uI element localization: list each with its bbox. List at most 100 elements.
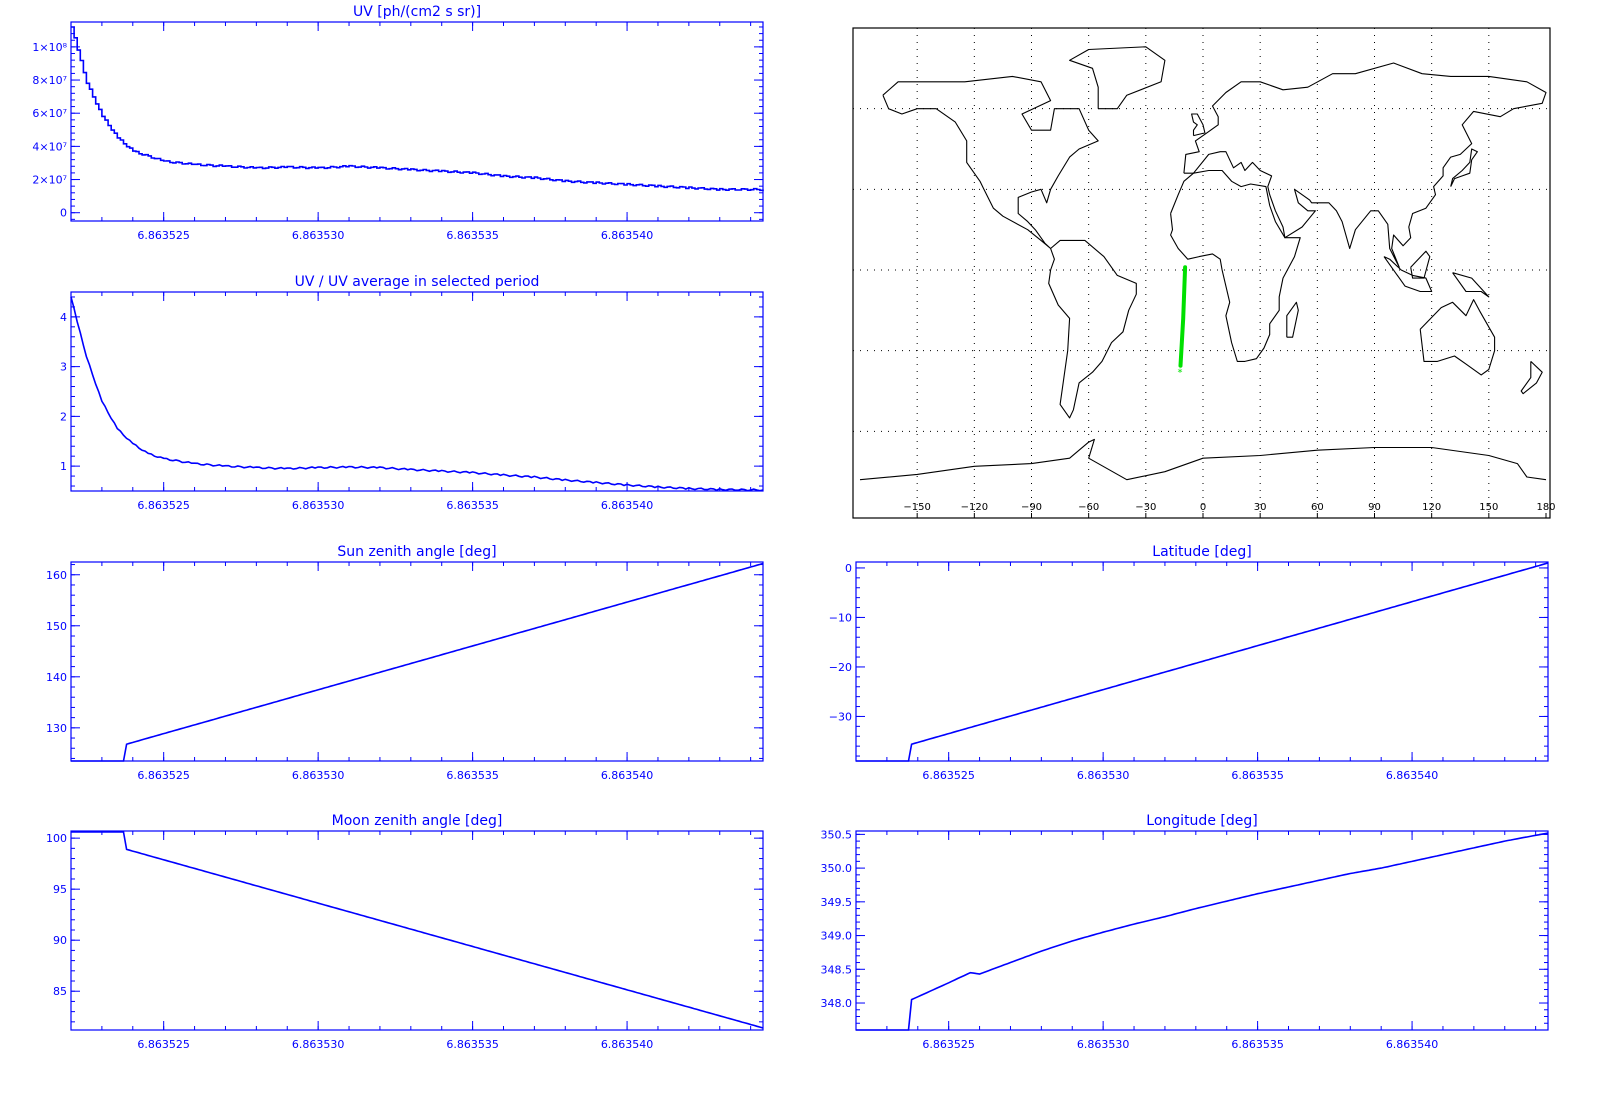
x-tick-label: 6.863540 [601,769,654,782]
map-x-tick-label: −60 [1078,502,1099,513]
series-line-uv [71,26,764,192]
coastline-indonesia [1383,256,1433,293]
map-x-tick-label: 90 [1368,502,1381,513]
y-tick-label: 1 [60,460,67,473]
coastline-antarctica [859,438,1547,481]
x-tick-label: 6.863525 [137,769,190,782]
coastline-eurasia [1183,62,1547,268]
y-tick-label: 0 [60,207,67,220]
chart-mza: Moon zenith angle [deg] 6.863525 6.863530 6… [46,813,764,1051]
coastline-greenland [1069,46,1166,110]
x-tick-label: 6.863525 [137,499,190,512]
y-tick-label: 95 [53,883,67,896]
y-tick-label: 6×10⁷ [32,107,67,120]
x-tick-label: 6.863530 [292,769,345,782]
chart-title: UV [ph/(cm2 s sr)] [353,4,481,20]
x-tick-label: 6.863525 [137,1038,190,1051]
y-tick-label: 350.5 [821,828,853,841]
series-line-sza [71,562,764,762]
map-x-tick-label: 60 [1311,502,1324,513]
coastline-new-guinea [1452,272,1490,298]
chart-frame [70,21,764,222]
chart-title: Latitude [deg] [1152,544,1251,560]
coastline-british-isles [1191,113,1206,137]
x-tick-label: 6.863535 [446,769,499,782]
chart-lon: Longitude [deg] 6.863525 6.863530 6.863535 6… [821,813,1549,1051]
chart-title: Moon zenith angle [deg] [332,813,503,829]
chart-title: Longitude [deg] [1146,813,1257,829]
series-line-mza [71,831,764,1029]
y-tick-label: 140 [46,671,67,684]
y-tick-label: 349.5 [821,896,853,909]
y-tick-label: 8×10⁷ [32,74,67,87]
y-tick-label: −30 [829,710,852,723]
x-tick-label: 6.863535 [446,229,499,242]
y-tick-label: 90 [53,934,67,947]
x-tick-label: 6.863535 [446,1038,499,1051]
y-tick-label: 0 [845,562,852,575]
chart-lat: Latitude [deg] 6.863525 6.863530 6.863535 6.… [829,544,1549,782]
y-tick-label: 4×10⁷ [32,140,67,153]
map-x-tick-label: 30 [1254,502,1267,513]
satellite-ground-track [1178,265,1188,368]
y-tick-label: −10 [829,611,852,624]
x-tick-label: 6.863540 [601,1038,654,1051]
map-x-tick-label: 150 [1479,502,1498,513]
series-line-lon [856,832,1549,1031]
chart-frame [70,561,764,762]
coastline-africa [1170,169,1301,362]
x-tick-label: 6.863540 [1386,1038,1439,1051]
chart-frame [70,291,764,492]
track-end-marker: * [1178,368,1183,379]
chart-frame [855,830,1549,1031]
y-tick-label: 348.5 [821,963,853,976]
x-tick-label: 6.863530 [292,229,345,242]
map-frame [852,27,1551,519]
x-tick-label: 6.863530 [292,1038,345,1051]
x-tick-label: 6.863540 [601,499,654,512]
x-tick-label: 6.863530 [1077,1038,1130,1051]
y-tick-label: 3 [60,361,67,374]
coastline-australia [1419,299,1496,376]
x-tick-label: 6.863530 [292,499,345,512]
y-tick-label: 348.0 [821,997,853,1010]
x-tick-label: 6.863525 [137,229,190,242]
y-tick-label: 349.0 [821,930,853,943]
chart-sza: Sun zenith angle [deg] 6.863525 6.863530 6.… [46,544,764,782]
series-line-ratio [70,296,764,492]
x-tick-label: 6.863525 [922,1038,975,1051]
x-tick-label: 6.863530 [1077,769,1130,782]
y-tick-label: 150 [46,620,67,633]
map-x-tick-label: −120 [961,502,988,513]
map-x-tick-label: 180 [1536,502,1555,513]
x-tick-label: 6.863535 [1231,769,1284,782]
map-x-tick-label: −150 [903,502,930,513]
coastline-borneo [1410,250,1431,279]
y-tick-label: 2×10⁷ [32,174,67,187]
coastline-new-zealand [1520,361,1543,395]
x-tick-label: 6.863535 [1231,1038,1284,1051]
y-tick-label: 130 [46,722,67,735]
coastline-south-america [1048,239,1137,419]
y-tick-label: 2 [60,410,67,423]
world-map: * −150 −120 −90 −60 −30 0 30 60 90 120 150 180 [852,27,1556,519]
chart-frame [70,830,764,1031]
x-tick-label: 6.863540 [601,229,654,242]
y-tick-label: 1×10⁸ [32,41,67,54]
coastline-north-america [882,75,1099,250]
chart-frame [855,561,1549,762]
x-tick-label: 6.863535 [446,499,499,512]
coastline-japan [1450,148,1478,187]
y-tick-label: 350.0 [821,862,853,875]
chart-title: UV / UV average in selected period [295,274,540,290]
chart-uv: UV [ph/(cm2 s sr)] 6.863525 6.863530 6.8635… [32,4,764,242]
y-tick-label: −20 [829,661,852,674]
series-line-lat [856,562,1549,762]
y-tick-label: 100 [46,832,67,845]
x-tick-label: 6.863540 [1386,769,1439,782]
x-tick-label: 6.863525 [922,769,975,782]
map-x-tick-label: 120 [1422,502,1441,513]
map-x-tick-label: −90 [1021,502,1042,513]
y-tick-label: 160 [46,569,67,582]
